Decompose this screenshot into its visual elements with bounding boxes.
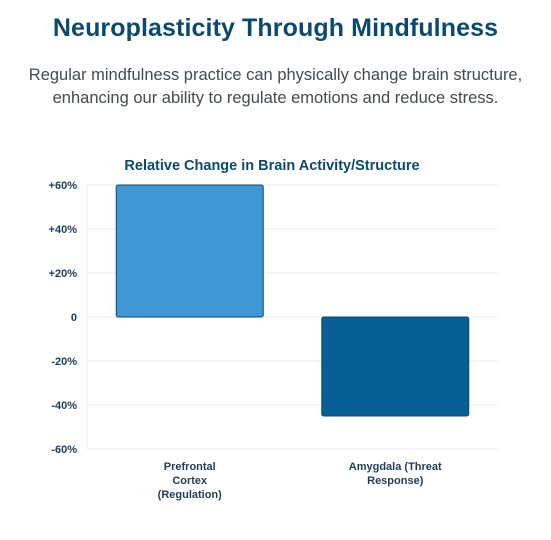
- chart-title: Relative Change in Brain Activity/Struct…: [124, 158, 419, 174]
- bar: [115, 184, 264, 318]
- x-tick-label: Amygdala (Threat Response): [349, 461, 442, 487]
- y-tick-label: +40%: [49, 224, 78, 236]
- y-tick-label: +20%: [49, 268, 78, 280]
- bar-layer: [115, 184, 470, 417]
- y-tick-label: +60%: [49, 180, 78, 192]
- page-title: Neuroplasticity Through Mindfulness: [52, 14, 499, 42]
- bar: [321, 316, 470, 417]
- subtitle-line-1: Regular mindfulness practice can physica…: [28, 66, 523, 84]
- x-tick-label: Prefrontal Cortex (Regulation): [158, 461, 222, 501]
- subtitle-line-2: enhancing our ability to regulate emotio…: [52, 89, 499, 107]
- y-tick-label: -20%: [51, 356, 77, 368]
- y-axis-ticks: +60% +40% +20% 0 -20% -40% -60%: [49, 180, 78, 456]
- y-tick-label: -40%: [51, 400, 77, 412]
- y-tick-label: -60%: [51, 444, 77, 456]
- y-tick-label: 0: [71, 312, 77, 324]
- x-axis-ticks: Prefrontal Cortex (Regulation) Amygdala (Th…: [158, 461, 442, 501]
- page-subtitle: Regular mindfulness practice can physica…: [10, 64, 541, 110]
